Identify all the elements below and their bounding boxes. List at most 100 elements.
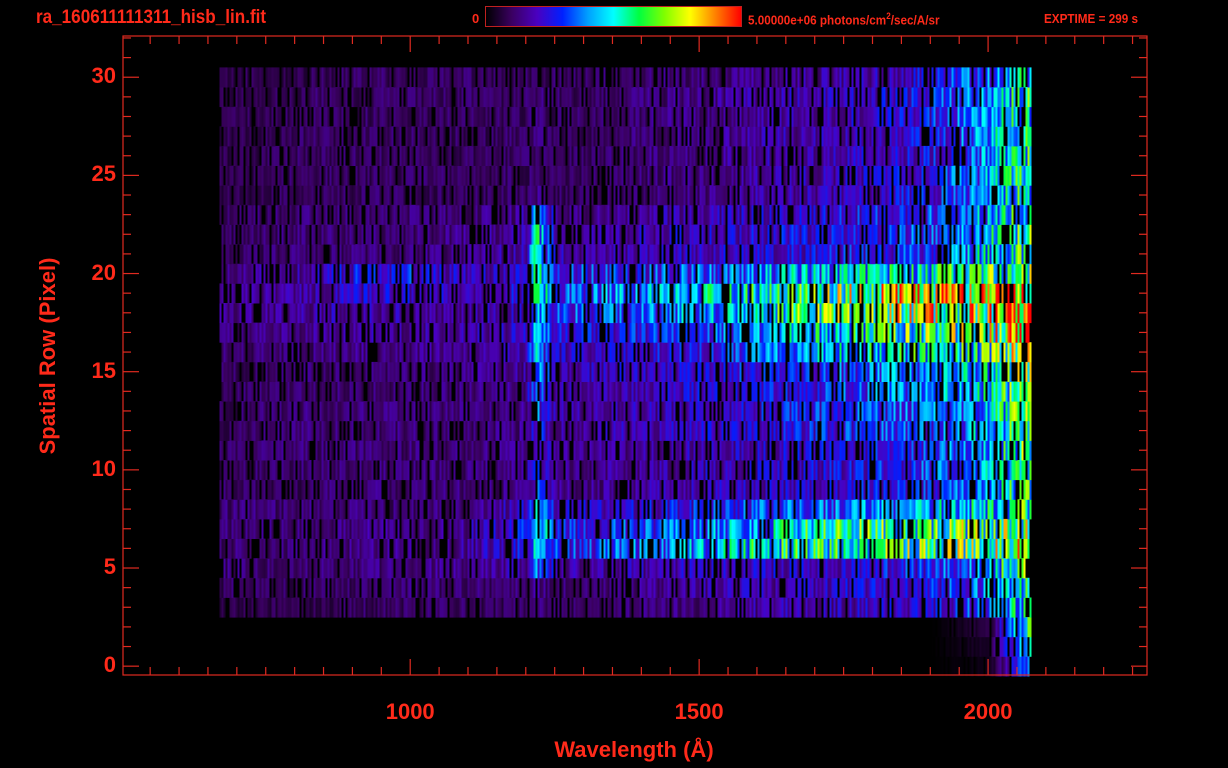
heatmap-cell (797, 518, 800, 539)
heatmap-cell (301, 401, 304, 422)
heatmap-cell (959, 499, 962, 520)
heatmap-cell (551, 401, 554, 422)
heatmap-cell (373, 440, 376, 461)
heatmap-cell (877, 577, 880, 598)
heatmap-cell (617, 401, 620, 422)
heatmap-cell (331, 577, 334, 598)
colorbar-max-prefix: 5.00000e+06 photons/cm (748, 12, 887, 28)
heatmap-cell (1025, 401, 1028, 422)
heatmap-cell (337, 401, 340, 422)
heatmap-cell (263, 460, 266, 481)
heatmap-cell (567, 361, 570, 382)
heatmap-cell (299, 460, 302, 481)
heatmap-cell (975, 636, 978, 657)
heatmap-cell (467, 322, 470, 343)
heatmap-cell (731, 381, 734, 402)
heatmap-cell (483, 518, 486, 539)
heatmap-cell (473, 538, 476, 559)
heatmap-cell (237, 479, 240, 500)
heatmap-cell (795, 499, 798, 520)
heatmap-cell (831, 460, 834, 481)
heatmap-cell (795, 597, 798, 618)
heatmap-cell (639, 538, 642, 559)
heatmap-cell (307, 440, 310, 461)
heatmap-cell (387, 342, 390, 363)
heatmap-cell (557, 479, 560, 500)
heatmap-cell (297, 381, 300, 402)
heatmap-cell (943, 401, 946, 422)
heatmap-cell (893, 420, 896, 441)
heatmap-cell (241, 479, 244, 500)
heatmap-cell (877, 499, 880, 520)
heatmap-cell (605, 538, 608, 559)
heatmap-cell (753, 342, 756, 363)
heatmap-cell (623, 538, 626, 559)
heatmap-cell (487, 440, 490, 461)
heatmap-cell (463, 361, 466, 382)
heatmap-cell (471, 401, 474, 422)
heatmap-cell (561, 479, 564, 500)
heatmap-cell (343, 342, 346, 363)
heatmap-cell (645, 322, 648, 343)
heatmap-cell (257, 597, 260, 618)
heatmap-cell (925, 538, 928, 559)
heatmap-cell (505, 518, 508, 539)
heatmap-cell (587, 479, 590, 500)
heatmap-cell (461, 322, 464, 343)
heatmap-cell (375, 518, 378, 539)
heatmap-cell (803, 460, 806, 481)
heatmap-cell (633, 577, 636, 598)
heatmap-cell (963, 636, 966, 657)
heatmap-cell (563, 361, 566, 382)
heatmap-cell (671, 420, 674, 441)
heatmap-cell (901, 577, 904, 598)
heatmap-cell (607, 460, 610, 481)
heatmap-cell (929, 577, 932, 598)
heatmap-cell (773, 342, 776, 363)
heatmap-cell (313, 381, 316, 402)
heatmap-cell (413, 558, 416, 579)
heatmap-cell (679, 401, 682, 422)
heatmap-cell (469, 381, 472, 402)
heatmap-cell (721, 361, 724, 382)
heatmap-cell (901, 597, 904, 618)
heatmap-cell (435, 361, 438, 382)
heatmap-cell (727, 342, 730, 363)
heatmap-cell (725, 479, 728, 500)
heatmap-cell (397, 460, 400, 481)
heatmap-cell (281, 381, 284, 402)
heatmap-cell (507, 558, 510, 579)
heatmap-cell (405, 420, 408, 441)
heatmap-cell (995, 617, 998, 638)
heatmap-cell (423, 381, 426, 402)
heatmap-cell (429, 499, 432, 520)
heatmap-cell (955, 597, 958, 618)
heatmap-cell (355, 499, 358, 520)
heatmap-cell (841, 361, 844, 382)
heatmap-cell (1003, 656, 1006, 677)
heatmap-cell (433, 577, 436, 598)
heatmap-cell (387, 518, 390, 539)
heatmap-cell (557, 420, 560, 441)
heatmap-cell (681, 401, 684, 422)
heatmap-cell (565, 518, 568, 539)
heatmap-cell (675, 322, 678, 343)
heatmap-cell (859, 460, 862, 481)
heatmap-cell (511, 479, 514, 500)
heatmap-cell (909, 499, 912, 520)
heatmap-cell (867, 420, 870, 441)
heatmap-cell (323, 420, 326, 441)
heatmap-cell (771, 499, 774, 520)
heatmap-cell (665, 597, 668, 618)
heatmap-cell (997, 342, 1000, 363)
heatmap-cell (867, 479, 870, 500)
heatmap-cell (363, 558, 366, 579)
heatmap-cell (841, 499, 844, 520)
heatmap-cell (511, 381, 514, 402)
heatmap-cell (235, 499, 238, 520)
heatmap-cell (359, 518, 362, 539)
heatmap-cell (353, 538, 356, 559)
heatmap-cell (853, 460, 856, 481)
heatmap-cell (825, 460, 828, 481)
heatmap-cell (477, 499, 480, 520)
